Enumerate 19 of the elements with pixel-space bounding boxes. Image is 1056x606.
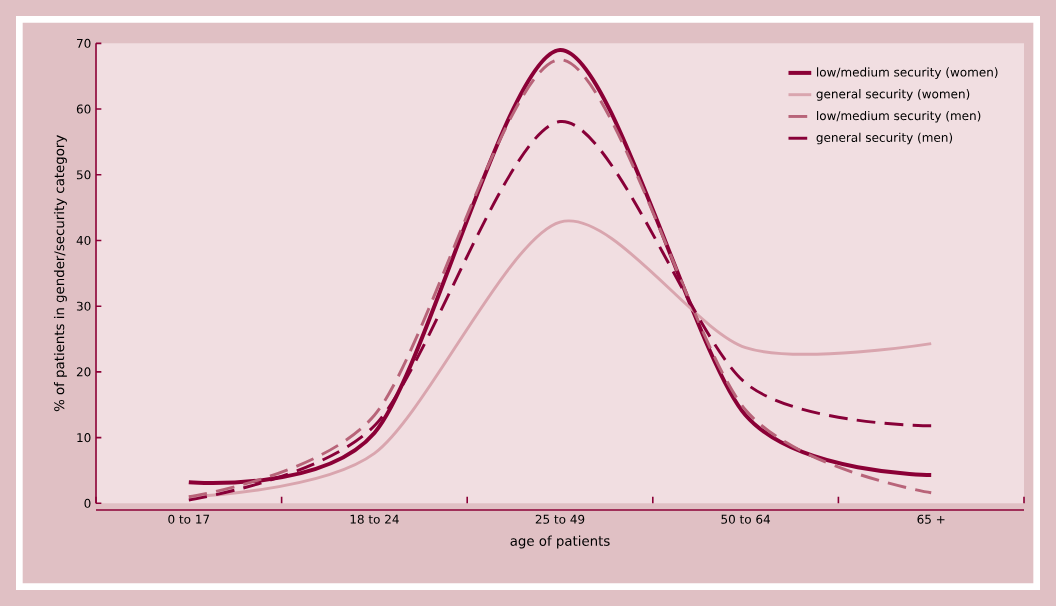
y-tick-label: 0 [84, 498, 91, 508]
legend-label: low/medium security (men) [817, 110, 981, 123]
y-tick-label: 70 [77, 38, 91, 48]
y-tick-label: 10 [77, 433, 91, 443]
legend-label: low/medium security (women) [817, 67, 998, 79]
y-tick-label: 60 [76, 104, 91, 114]
x-tick-label: 0 to 17 [168, 514, 210, 524]
x-tick-label: 18 to 24 [350, 514, 399, 524]
x-tick-label: 50 to 64 [721, 514, 771, 524]
x-tick-label: 25 to 49 [535, 514, 585, 524]
y-tick-label: 50 [76, 170, 91, 180]
x-tick-label: 65 + [917, 514, 945, 524]
y-tick-label: 30 [76, 301, 91, 311]
x-axis-title: age of patients [510, 535, 610, 549]
legend-label: general security (men) [816, 132, 953, 145]
y-tick-label: 40 [76, 235, 91, 246]
legend-label: general security (women) [816, 89, 970, 101]
y-axis-title: % of patients in gender/security category [53, 135, 67, 412]
y-tick-label: 20 [76, 367, 91, 377]
